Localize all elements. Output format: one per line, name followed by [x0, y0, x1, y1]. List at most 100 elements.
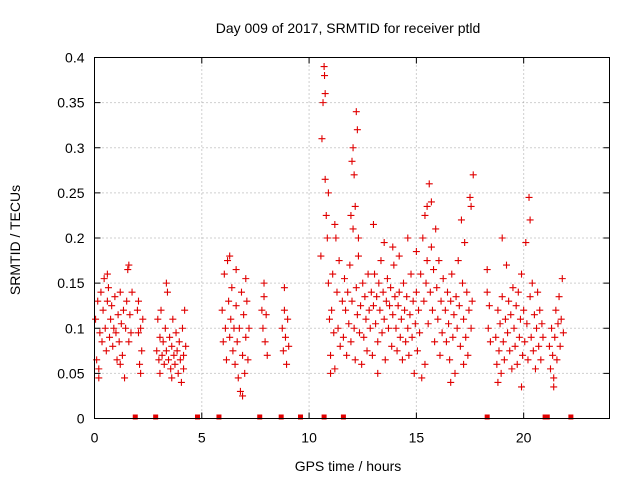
data-point: [122, 324, 130, 332]
data-point: [545, 342, 553, 350]
data-point: [430, 266, 438, 274]
data-point: [180, 351, 188, 359]
data-point: [495, 347, 503, 355]
data-point: [351, 202, 359, 210]
data-point: [280, 306, 288, 314]
data-point: [322, 211, 330, 219]
data-point: [513, 360, 521, 368]
data-point: [525, 193, 533, 201]
data-point: [425, 180, 433, 188]
data-point: [336, 342, 344, 350]
data-point: [375, 279, 383, 287]
data-point: [431, 338, 439, 346]
data-point: [100, 275, 108, 283]
data-point: [380, 315, 388, 323]
bottom-marker: [544, 414, 550, 420]
data-point: [104, 284, 112, 292]
data-point: [512, 302, 520, 310]
data-point: [125, 261, 133, 269]
y-axis-title: SRMTID / TECUs: [7, 185, 23, 295]
data-point: [95, 365, 103, 373]
data-point: [225, 297, 233, 305]
data-point: [406, 311, 414, 319]
y-tick-label: 0.15: [57, 275, 84, 291]
data-point: [364, 270, 372, 278]
data-point: [415, 306, 423, 314]
data-point: [436, 351, 444, 359]
data-point: [460, 315, 468, 323]
data-point: [235, 324, 243, 332]
data-point: [551, 333, 559, 341]
data-point: [468, 297, 476, 305]
data-point: [333, 288, 341, 296]
data-point: [554, 320, 562, 328]
data-point: [229, 347, 237, 355]
data-point: [220, 270, 228, 278]
data-point: [366, 324, 374, 332]
data-point: [221, 324, 229, 332]
data-point: [107, 315, 115, 323]
data-point: [382, 297, 390, 305]
data-point: [372, 320, 380, 328]
data-point: [353, 311, 361, 319]
x-axis-title: GPS time / hours: [295, 458, 402, 474]
data-point: [224, 257, 232, 265]
data-point: [218, 306, 226, 314]
data-point: [421, 211, 429, 219]
data-point: [347, 338, 355, 346]
data-point: [240, 311, 248, 319]
y-tick-label: 0.4: [65, 50, 85, 66]
data-point: [321, 90, 329, 98]
data-point: [349, 144, 357, 152]
data-point: [320, 63, 328, 71]
data-point: [345, 320, 353, 328]
data-point: [92, 315, 100, 323]
data-point: [363, 347, 371, 355]
data-point: [457, 216, 465, 224]
data-point: [103, 297, 111, 305]
data-point: [446, 356, 454, 364]
data-point: [369, 302, 377, 310]
data-point: [368, 351, 376, 359]
data-point: [416, 329, 424, 337]
y-tick-label: 0.3: [65, 140, 85, 156]
x-tick-label: 5: [198, 430, 206, 446]
data-point: [464, 351, 472, 359]
data-point: [346, 261, 354, 269]
data-point: [112, 329, 120, 337]
data-point: [231, 360, 239, 368]
data-point: [447, 378, 455, 386]
data-point: [160, 360, 168, 368]
data-point: [323, 234, 331, 242]
data-point: [504, 329, 512, 337]
data-point: [95, 374, 103, 382]
data-point: [334, 324, 342, 332]
x-tick-label: 20: [516, 430, 532, 446]
data-point: [483, 288, 491, 296]
data-point: [111, 293, 119, 301]
x-tick-label: 0: [91, 430, 99, 446]
data-point: [226, 333, 234, 341]
data-point: [340, 275, 348, 283]
data-point: [383, 275, 391, 283]
data-point: [520, 306, 528, 314]
data-point: [462, 333, 470, 341]
data-point: [114, 311, 122, 319]
data-point: [515, 333, 523, 341]
data-point: [351, 356, 359, 364]
data-point: [374, 369, 382, 377]
data-point: [390, 261, 398, 269]
data-point: [537, 356, 545, 364]
data-point: [389, 243, 397, 251]
data-point: [232, 302, 240, 310]
data-point: [358, 360, 366, 368]
data-point: [423, 257, 431, 265]
data-point: [483, 266, 491, 274]
data-point: [353, 126, 361, 134]
data-point: [555, 293, 563, 301]
data-point: [181, 306, 189, 314]
data-point: [127, 329, 135, 337]
data-point: [352, 284, 360, 292]
data-point: [379, 288, 387, 296]
y-tick-label: 0: [77, 411, 85, 427]
